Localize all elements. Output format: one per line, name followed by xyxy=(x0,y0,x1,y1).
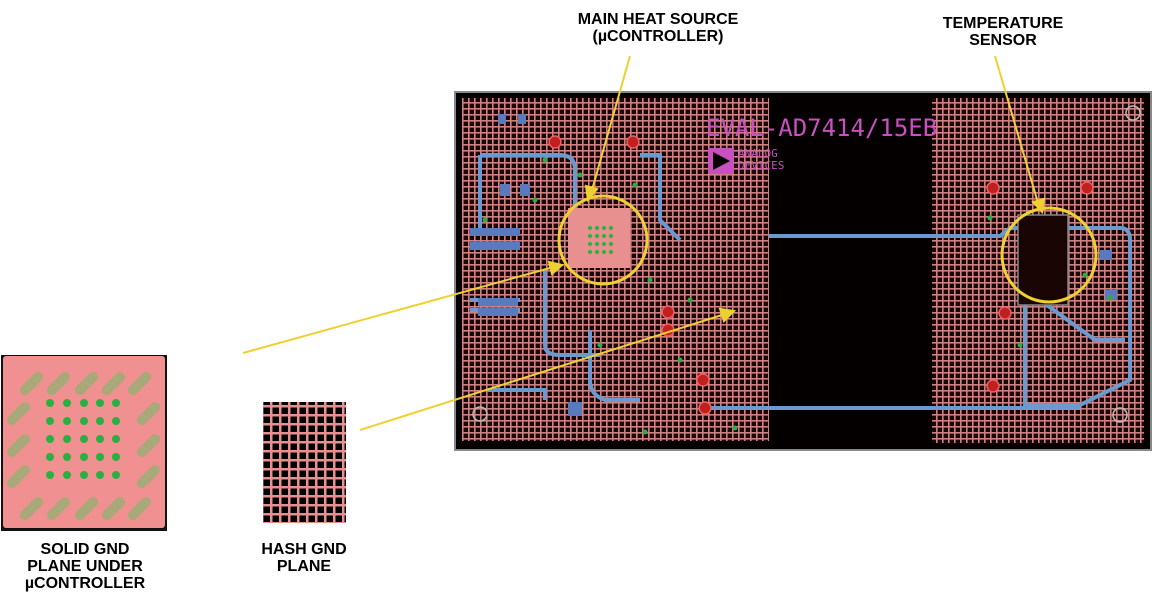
pcb-board xyxy=(454,91,1152,451)
label-line: HASH GND xyxy=(261,541,347,558)
hash-gnd-label: HASH GND PLANE xyxy=(229,541,379,575)
pads xyxy=(470,114,1117,416)
label-line: MAIN HEAT SOURCE xyxy=(577,11,739,28)
microcontroller-solid-plane xyxy=(568,208,630,268)
label-line: PLANE xyxy=(276,558,332,575)
heat-source-highlight-circle xyxy=(557,194,649,286)
red-vias xyxy=(548,135,1094,415)
logo-text: ANALOG DEVICES xyxy=(738,148,784,172)
board-silkscreen-title: EVAL-AD7414/15EB xyxy=(706,114,938,142)
main-heat-source-label: MAIN HEAT SOURCE (µCONTROLLER) xyxy=(548,11,768,45)
mounting-holes xyxy=(472,105,1141,423)
solid-gnd-inset xyxy=(1,355,167,531)
label-line: PLANE UNDER xyxy=(27,558,143,575)
temperature-sensor-chip xyxy=(1017,214,1069,306)
logo-text-line: ANALOG xyxy=(738,147,778,160)
sensor-highlight-circle xyxy=(1000,206,1098,304)
temperature-sensor-label: TEMPERATURE SENSOR xyxy=(913,15,1093,49)
logo-text-line: DEVICES xyxy=(738,159,785,172)
green-vias xyxy=(482,157,1113,435)
label-line: (µCONTROLLER) xyxy=(592,28,724,45)
hash-gnd-inset xyxy=(263,402,346,523)
annotation-arrows xyxy=(242,55,1046,431)
label-line: TEMPERATURE xyxy=(942,15,1064,32)
solid-gnd-label: SOLID GND PLANE UNDER µCONTROLLER xyxy=(0,541,170,592)
label-line: SOLID GND xyxy=(40,541,130,558)
label-line: µCONTROLLER xyxy=(24,575,146,592)
label-line: SENSOR xyxy=(969,32,1037,49)
